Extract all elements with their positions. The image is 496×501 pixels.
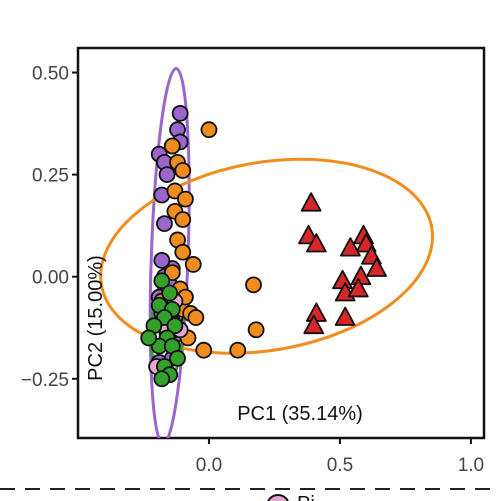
y-tick-label-2: 0.00 (32, 268, 69, 289)
point-purple-0 (171, 104, 189, 122)
point-purple-6 (158, 166, 176, 183)
point-orange-10 (184, 256, 202, 273)
legend-label-partial: Pi (297, 493, 315, 501)
point-orange-1 (163, 137, 181, 155)
point-green-6 (166, 317, 184, 335)
point-orange-7 (174, 211, 192, 228)
plot-panel-frame (76, 46, 486, 440)
point-purple-8 (156, 215, 173, 233)
y-axis-title: PC2 (15.00%) (85, 255, 107, 381)
point-green-1 (161, 284, 179, 302)
point-orange-16 (187, 309, 205, 326)
confidence-ellipse-orange (99, 157, 434, 355)
point-red-5 (340, 237, 361, 257)
point-red-7 (366, 257, 388, 277)
point-red-13 (303, 314, 325, 335)
point-orange-19 (195, 341, 213, 359)
point-orange-21 (247, 321, 265, 339)
point-green-9 (140, 329, 158, 347)
x-tick-label-2: 1.0 (458, 455, 484, 476)
x-axis-title: PC1 (35.14%) (237, 403, 363, 425)
axis-ticks: 0.50 0.25 0.00 −0.25 0.0 0.5 1.0 (21, 64, 484, 476)
y-tick-label-1: 0.25 (32, 166, 69, 187)
x-tick-label-0: 0.0 (196, 455, 222, 476)
point-green-14 (153, 370, 171, 388)
point-orange-5 (176, 190, 194, 208)
point-orange-0 (200, 121, 218, 139)
point-green-0 (153, 272, 171, 290)
point-orange-9 (174, 243, 192, 261)
point-orange-3 (174, 162, 192, 179)
y-tick-label-0: 0.50 (32, 64, 69, 85)
point-red-2 (305, 233, 327, 253)
point-red-14 (334, 306, 356, 326)
point-orange-22 (229, 341, 247, 359)
x-tick-label-1: 0.5 (327, 455, 353, 476)
point-green-11 (169, 349, 186, 367)
point-purple-10 (153, 251, 171, 269)
legend-key-pink-circle (267, 494, 289, 501)
point-red-11 (347, 278, 369, 298)
point-orange-20 (245, 276, 262, 294)
y-tick-label-3: −0.25 (21, 370, 69, 391)
scatter-points (140, 104, 388, 388)
point-red-0 (300, 192, 322, 212)
